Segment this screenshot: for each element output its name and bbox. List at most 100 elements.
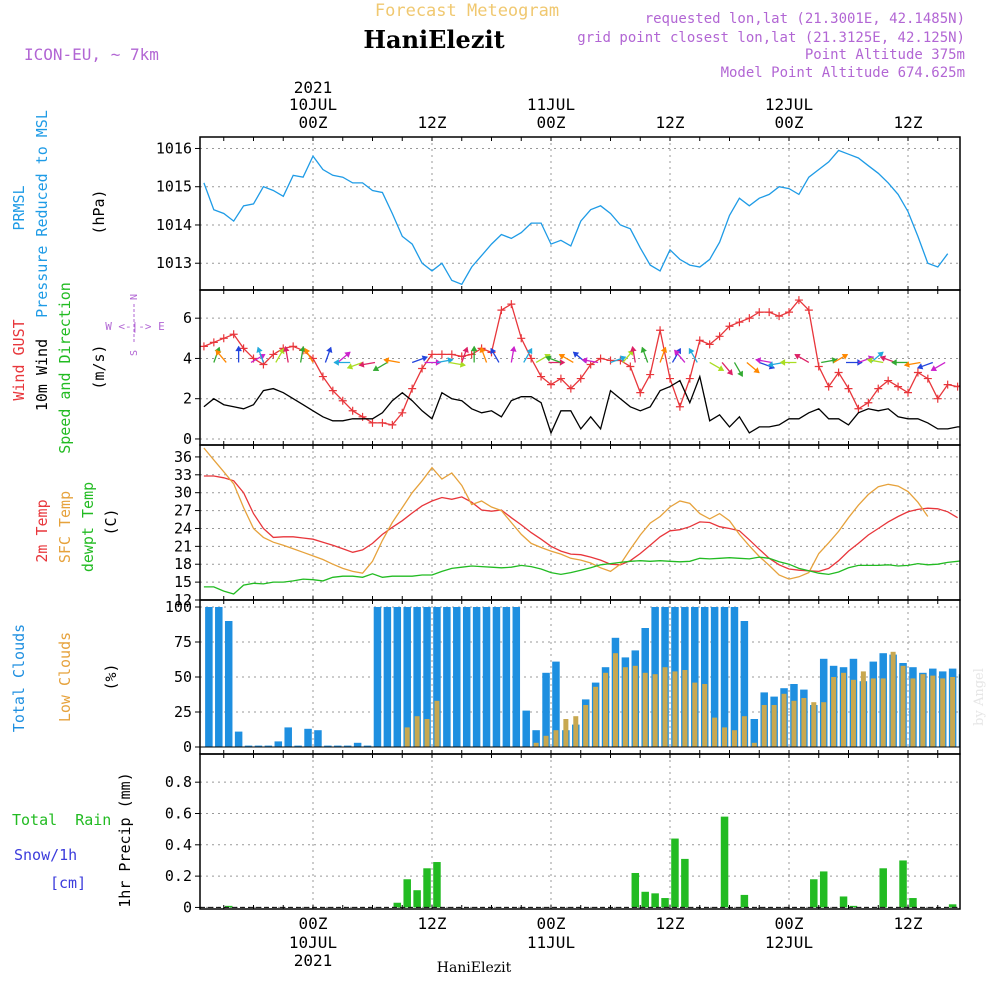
gust-point <box>576 374 585 383</box>
precipitation-y-tick-label: 0.2 <box>165 867 192 885</box>
temperature-y-tick-label: 33 <box>174 466 192 484</box>
top-hour-label: 00Z <box>775 113 804 132</box>
clouds-bar <box>950 677 956 747</box>
precipitation-bar <box>948 904 957 908</box>
temp-2m-label: 2m Temp <box>33 499 51 562</box>
wind-arrow-head <box>877 351 884 358</box>
bottom-hour-label: 12Z <box>418 914 447 933</box>
clouds-bar <box>622 667 628 747</box>
clouds-bar <box>989 673 997 747</box>
gust-point <box>794 296 803 305</box>
clouds-bar <box>930 675 936 747</box>
chart-title: Forecast Meteogram <box>375 1 559 21</box>
wind-arrow-head <box>479 346 486 353</box>
clouds-y-tick-label: 75 <box>174 633 192 651</box>
wind-arrow-head <box>545 355 552 362</box>
gust-point <box>447 350 456 359</box>
top-hour-label: 00Z <box>537 113 566 132</box>
gust-point <box>864 398 873 407</box>
clouds-bar <box>672 671 678 747</box>
precipitation-frame <box>199 753 961 910</box>
gust-point <box>854 404 863 413</box>
pressure-y-tick-label: 1016 <box>156 139 192 157</box>
gust-point <box>775 312 784 321</box>
wind-panel: 0 2 4 6 <box>183 289 1000 448</box>
series-line-prmsl <box>203 149 949 286</box>
wind-arrow-head <box>372 365 380 371</box>
gust-point <box>428 350 436 359</box>
gust-point <box>378 418 387 427</box>
clouds-bar <box>831 677 837 747</box>
gust-point <box>705 340 714 349</box>
clouds-bar <box>424 719 430 747</box>
series-line-2m-temp <box>203 475 958 573</box>
wind-frame <box>199 289 961 446</box>
precipitation-data <box>224 816 957 908</box>
wind-arrow-head <box>930 365 938 371</box>
wind-arrow-head <box>358 361 365 368</box>
wind-arrow-head <box>717 365 725 371</box>
snow-unit-label: [cm] <box>50 874 86 892</box>
clouds-bar <box>224 621 233 747</box>
clouds-bar <box>492 607 501 747</box>
low-clouds-label: Low Clouds <box>56 632 74 722</box>
gust-point <box>547 380 555 389</box>
gust-point <box>666 374 674 383</box>
bottom-hour-label: 00Z <box>299 914 328 933</box>
gust-point <box>804 306 813 315</box>
clouds-bar <box>573 716 579 747</box>
gust-point <box>556 374 565 383</box>
top-hour-label: 12Z <box>894 113 923 132</box>
wind-y-tick-label: 2 <box>183 390 192 408</box>
watermark: by Angel <box>972 668 987 726</box>
clouds-bar <box>404 727 410 747</box>
gust-point <box>884 376 893 385</box>
precipitation-bar <box>720 816 729 908</box>
total-rain-label: Total Rain <box>12 811 111 829</box>
series-line-sfc-temp <box>203 447 929 580</box>
compass-s: S <box>129 350 140 356</box>
gust-point <box>328 386 337 395</box>
bottom-date-label: 11JUL <box>527 933 575 952</box>
wind-arrow-head <box>383 357 390 364</box>
gust-point <box>318 372 327 381</box>
precipitation-bar <box>740 894 749 908</box>
clouds-data <box>205 607 997 747</box>
clouds-bar <box>741 716 747 747</box>
gust-point <box>527 354 536 363</box>
clouds-bar <box>692 682 698 747</box>
compass-n: N <box>129 294 140 300</box>
precipitation-bar <box>651 893 659 908</box>
gust-point <box>735 318 744 327</box>
gust-point <box>388 420 397 429</box>
wind-arrow-head <box>866 357 873 364</box>
clouds-bar <box>363 745 372 747</box>
clouds-bar <box>563 719 569 747</box>
clouds-bar <box>512 607 521 747</box>
precipitation-bar <box>641 891 649 908</box>
gust-point <box>695 336 704 345</box>
bottom-hour-label: 12Z <box>894 914 923 933</box>
clouds-bar <box>771 705 777 747</box>
top-date-label: 11JUL <box>527 95 575 114</box>
wind-data <box>200 296 1000 435</box>
clouds-bar <box>234 731 243 747</box>
precipitation-bar <box>433 862 441 908</box>
clouds-bar <box>722 727 728 747</box>
gust-point <box>269 350 278 359</box>
gust-point <box>209 338 218 347</box>
gust-point <box>983 371 991 379</box>
temperature-y-tick-label: 18 <box>174 555 192 573</box>
wind-arrow-head <box>572 351 580 358</box>
clouds-bar <box>750 719 759 747</box>
precipitation-y-tick-label: 0.4 <box>165 836 192 854</box>
gust-point <box>993 362 1000 370</box>
precipitation-y-tick-label: 0.6 <box>165 804 192 822</box>
top-year-label: 2021 <box>294 78 333 97</box>
precipitation-bar <box>819 871 828 908</box>
temperature-data <box>203 447 960 595</box>
clouds-bar <box>890 651 896 747</box>
precipitation-bar <box>681 858 689 908</box>
gust-point <box>834 368 843 377</box>
